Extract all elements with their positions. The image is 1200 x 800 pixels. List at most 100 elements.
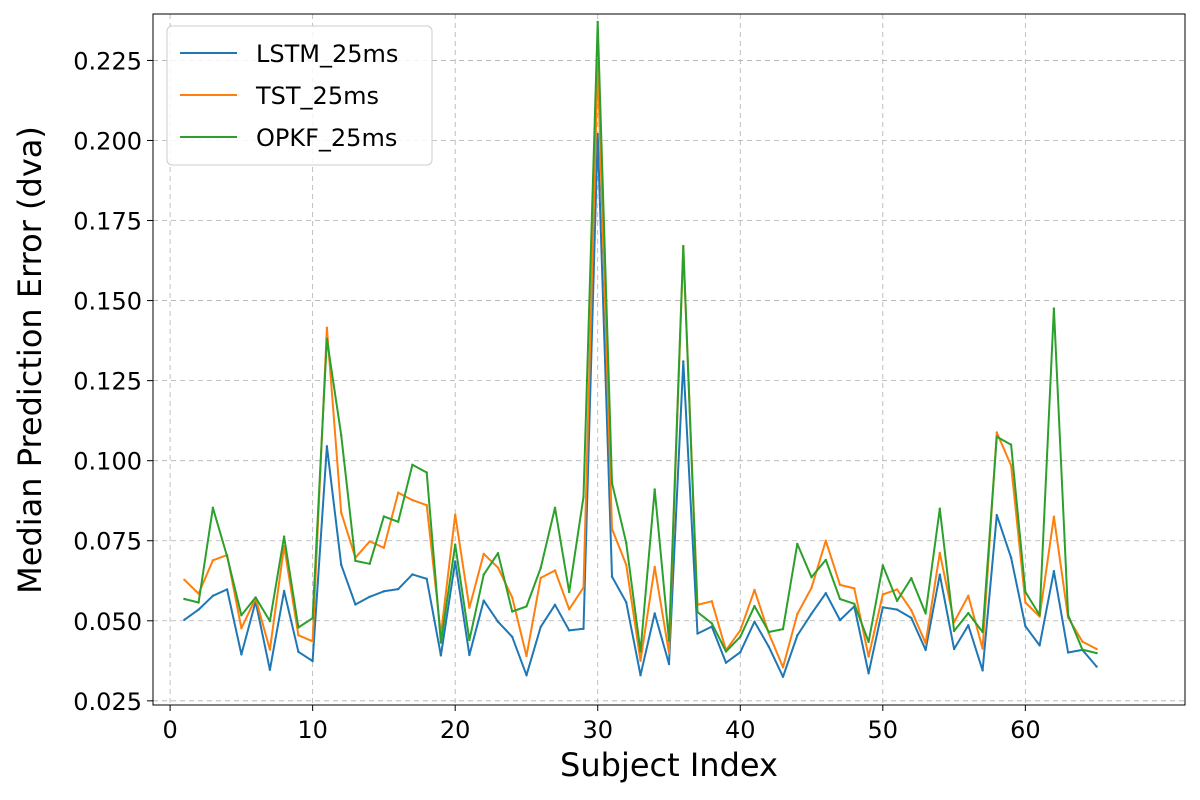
data-point bbox=[268, 619, 272, 623]
data-point bbox=[525, 654, 528, 658]
data-point bbox=[967, 594, 970, 597]
data-point bbox=[225, 555, 229, 558]
data-point bbox=[981, 669, 984, 672]
data-point bbox=[781, 627, 785, 631]
data-point bbox=[981, 647, 984, 650]
data-point bbox=[1038, 644, 1041, 647]
data-point bbox=[838, 597, 842, 601]
data-point bbox=[853, 587, 856, 590]
data-point bbox=[539, 625, 542, 629]
data-point bbox=[1009, 443, 1013, 446]
data-point bbox=[1009, 556, 1013, 559]
data-point bbox=[796, 634, 799, 637]
series-lstm-25ms bbox=[183, 132, 1098, 678]
data-point bbox=[895, 588, 899, 591]
data-point bbox=[810, 586, 813, 589]
data-point bbox=[411, 498, 414, 502]
data-point bbox=[397, 587, 400, 591]
data-point bbox=[910, 577, 913, 580]
data-point bbox=[810, 612, 813, 615]
legend-label: OPKF_25ms bbox=[256, 124, 397, 152]
data-point bbox=[596, 20, 599, 24]
data-point bbox=[682, 244, 685, 248]
data-point bbox=[639, 674, 642, 677]
data-point bbox=[368, 562, 371, 565]
data-point bbox=[568, 590, 571, 594]
data-point bbox=[824, 558, 827, 562]
data-point bbox=[382, 546, 386, 549]
data-point bbox=[439, 641, 443, 644]
legend-entry: OPKF_25ms bbox=[180, 124, 397, 152]
data-point bbox=[824, 539, 827, 542]
data-point bbox=[881, 606, 884, 609]
data-point bbox=[297, 634, 300, 637]
data-point bbox=[325, 445, 329, 448]
data-point bbox=[781, 666, 785, 669]
data-point bbox=[753, 588, 756, 592]
data-point bbox=[881, 593, 884, 596]
data-point bbox=[482, 573, 485, 576]
data-point bbox=[340, 563, 343, 566]
data-point bbox=[1024, 625, 1027, 628]
data-point bbox=[867, 672, 870, 675]
data-point bbox=[525, 605, 528, 608]
data-point bbox=[653, 488, 656, 491]
data-point bbox=[995, 513, 998, 517]
data-point bbox=[967, 624, 970, 627]
data-point bbox=[225, 588, 229, 591]
data-point bbox=[796, 612, 799, 616]
data-point bbox=[496, 566, 500, 569]
data-point bbox=[368, 595, 371, 598]
data-point bbox=[582, 627, 585, 630]
data-point bbox=[1009, 464, 1013, 467]
data-point bbox=[895, 599, 899, 603]
data-point bbox=[382, 590, 386, 593]
data-point bbox=[454, 560, 457, 563]
data-point bbox=[411, 463, 414, 466]
data-point bbox=[482, 599, 485, 602]
data-point bbox=[924, 642, 927, 645]
x-tick-label: 40 bbox=[725, 716, 756, 744]
data-point bbox=[952, 629, 956, 633]
data-point bbox=[824, 592, 827, 595]
data-point bbox=[639, 650, 642, 653]
data-point bbox=[1066, 651, 1070, 654]
legend-frame bbox=[166, 25, 433, 166]
data-point bbox=[454, 543, 457, 546]
data-point bbox=[838, 618, 842, 622]
x-tick-label: 30 bbox=[582, 716, 613, 744]
y-tick-label: 0.150 bbox=[73, 288, 142, 316]
data-point bbox=[625, 541, 628, 544]
data-point bbox=[325, 326, 329, 329]
data-point bbox=[924, 648, 927, 652]
data-point bbox=[568, 629, 571, 632]
data-point bbox=[282, 589, 286, 593]
data-point bbox=[496, 552, 500, 555]
data-point bbox=[682, 360, 685, 363]
data-point bbox=[667, 651, 671, 655]
data-point bbox=[710, 600, 713, 603]
y-tick-label: 0.075 bbox=[73, 528, 142, 556]
data-point bbox=[511, 610, 514, 613]
data-point bbox=[454, 513, 457, 516]
data-point bbox=[639, 659, 642, 662]
axis-ticks: 0 10 20 30 40 50 60 0.025 0.050 0.075 0.100 0.125 0.… bbox=[73, 47, 1040, 744]
data-point bbox=[853, 602, 856, 605]
data-point bbox=[867, 640, 870, 644]
data-point bbox=[1095, 647, 1098, 651]
y-tick-label: 0.225 bbox=[73, 47, 142, 75]
data-point bbox=[582, 495, 585, 499]
x-tick-label: 10 bbox=[297, 716, 328, 744]
data-point bbox=[568, 608, 571, 611]
data-point bbox=[397, 491, 400, 494]
y-tick-label: 0.125 bbox=[73, 368, 142, 396]
x-tick-label: 0 bbox=[162, 716, 177, 744]
data-point bbox=[753, 604, 756, 608]
data-point bbox=[268, 668, 272, 671]
data-point bbox=[653, 612, 656, 615]
data-point bbox=[910, 616, 913, 620]
data-point bbox=[1024, 601, 1027, 604]
data-point bbox=[767, 630, 770, 634]
data-point bbox=[468, 638, 471, 642]
data-point bbox=[1052, 515, 1056, 518]
